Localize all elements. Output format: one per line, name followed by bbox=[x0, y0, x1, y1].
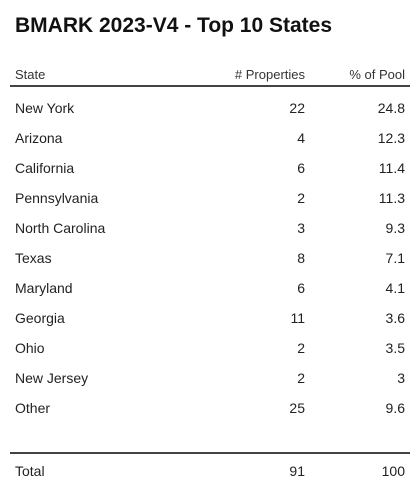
pool-cell: 9.3 bbox=[385, 220, 405, 236]
pool-cell: 24.8 bbox=[377, 100, 405, 116]
state-cell: California bbox=[15, 160, 75, 176]
state-cell: Texas bbox=[15, 250, 52, 266]
properties-cell: 3 bbox=[297, 220, 305, 236]
table-row: Georgia 11 3.6 bbox=[10, 303, 410, 333]
properties-cell: 2 bbox=[297, 370, 305, 386]
table-row: Pennsylvania 2 11.3 bbox=[10, 183, 410, 213]
properties-cell: 25 bbox=[289, 400, 305, 416]
properties-cell: 2 bbox=[297, 340, 305, 356]
column-header-properties: # Properties bbox=[234, 67, 305, 82]
state-cell: New York bbox=[15, 100, 75, 116]
state-cell: North Carolina bbox=[15, 220, 106, 236]
properties-cell: 6 bbox=[297, 280, 305, 296]
properties-cell: 11 bbox=[290, 310, 305, 326]
table-row: Maryland 6 4.1 bbox=[10, 273, 410, 303]
state-cell: Arizona bbox=[15, 130, 63, 146]
table-row: New York 22 24.8 bbox=[10, 93, 410, 123]
state-cell: Georgia bbox=[15, 310, 65, 326]
table-row: Ohio 2 3.5 bbox=[10, 333, 410, 363]
table-row: California 6 11.4 bbox=[10, 153, 410, 183]
pool-cell: 3 bbox=[397, 370, 405, 386]
pool-cell: 9.6 bbox=[385, 400, 405, 416]
state-cell: New Jersey bbox=[15, 370, 89, 386]
state-cell: Ohio bbox=[15, 340, 45, 356]
table-body: New York 22 24.8 Arizona 4 12.3 Californ… bbox=[10, 87, 410, 423]
properties-cell: 2 bbox=[297, 190, 305, 206]
total-row: Total 91 100 bbox=[10, 456, 410, 486]
properties-cell: 8 bbox=[297, 250, 305, 266]
pool-cell: 3.5 bbox=[385, 340, 405, 356]
table-row: New Jersey 2 3 bbox=[10, 363, 410, 393]
table-row: Other 25 9.6 bbox=[10, 393, 410, 423]
pool-cell: 4.1 bbox=[385, 280, 405, 296]
total-divider bbox=[10, 423, 410, 454]
pool-cell: 3.6 bbox=[385, 310, 405, 326]
table-row: Arizona 4 12.3 bbox=[10, 123, 410, 153]
properties-cell: 4 bbox=[297, 130, 305, 146]
column-header-state: State bbox=[15, 67, 46, 82]
table-row: North Carolina 3 9.3 bbox=[10, 213, 410, 243]
column-header-pool: % of Pool bbox=[349, 67, 405, 82]
states-table: State # Properties % of Pool New York 22… bbox=[10, 64, 410, 486]
state-cell: Other bbox=[15, 400, 51, 416]
pool-cell: 7.1 bbox=[385, 250, 405, 266]
pool-cell: 12.3 bbox=[377, 130, 405, 146]
pool-cell: 11.3 bbox=[378, 190, 405, 206]
state-cell: Pennsylvania bbox=[15, 190, 99, 206]
total-properties: 91 bbox=[289, 463, 305, 479]
table-row: Texas 8 7.1 bbox=[10, 243, 410, 273]
page-title: BMARK 2023-V4 - Top 10 States bbox=[15, 14, 333, 37]
pool-cell: 11.4 bbox=[378, 160, 405, 176]
total-pool: 100 bbox=[381, 463, 405, 479]
table-header: State # Properties % of Pool bbox=[10, 64, 410, 87]
total-label: Total bbox=[15, 463, 45, 479]
properties-cell: 6 bbox=[297, 160, 305, 176]
properties-cell: 22 bbox=[289, 100, 305, 116]
state-cell: Maryland bbox=[15, 280, 73, 296]
